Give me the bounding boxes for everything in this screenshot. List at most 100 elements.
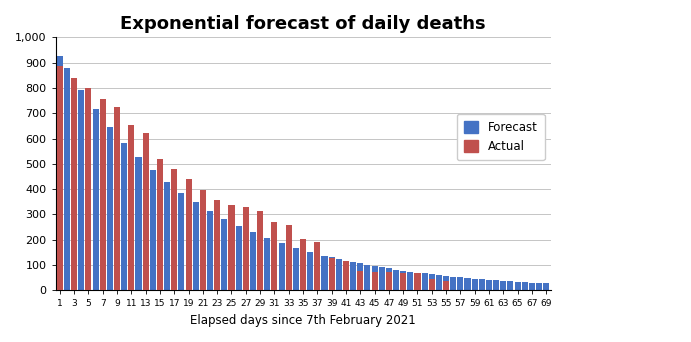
Bar [457, 277, 464, 290]
Bar [236, 226, 242, 290]
Bar [129, 150, 134, 290]
Bar [93, 109, 99, 290]
Legend: Forecast, Actual: Forecast, Actual [457, 114, 545, 160]
Bar [221, 219, 227, 290]
Bar [71, 78, 77, 290]
Bar [100, 99, 106, 290]
Bar [214, 215, 220, 290]
Bar [185, 198, 191, 290]
Bar [272, 222, 278, 290]
Bar [193, 202, 199, 290]
Bar [329, 257, 334, 290]
Bar [415, 274, 421, 290]
Bar [129, 124, 134, 290]
Bar [272, 240, 278, 290]
Bar [100, 118, 106, 290]
Bar [307, 252, 313, 290]
Bar [200, 207, 206, 290]
Bar [314, 242, 321, 290]
Bar [407, 272, 413, 290]
Bar [229, 205, 234, 290]
Bar [357, 263, 363, 290]
Bar [536, 283, 542, 290]
Bar [300, 239, 306, 290]
Bar [529, 282, 535, 290]
Bar [400, 273, 406, 290]
Bar [86, 100, 91, 290]
X-axis label: Elapsed days since 7th February 2021: Elapsed days since 7th February 2021 [190, 314, 416, 327]
Bar [379, 267, 385, 290]
Bar [142, 133, 149, 290]
Bar [114, 135, 120, 290]
Bar [543, 283, 549, 290]
Bar [436, 275, 442, 290]
Bar [71, 79, 77, 290]
Bar [86, 88, 91, 290]
Bar [200, 190, 206, 290]
Bar [278, 243, 285, 290]
Bar [507, 281, 513, 290]
Bar [522, 282, 528, 290]
Bar [372, 272, 377, 290]
Bar [171, 188, 178, 290]
Bar [364, 265, 370, 290]
Bar [500, 281, 507, 290]
Bar [443, 276, 449, 290]
Bar [314, 254, 321, 290]
Bar [142, 164, 149, 290]
Bar [285, 245, 292, 290]
Bar [250, 232, 256, 290]
Bar [257, 211, 263, 290]
Title: Exponential forecast of daily deaths: Exponential forecast of daily deaths [120, 15, 486, 33]
Bar [157, 176, 163, 290]
Bar [257, 235, 263, 290]
Bar [285, 225, 292, 290]
Bar [386, 273, 392, 290]
Bar [400, 271, 406, 290]
Bar [300, 250, 306, 290]
Bar [293, 248, 299, 290]
Bar [243, 207, 249, 290]
Bar [415, 273, 421, 290]
Bar [57, 56, 63, 290]
Bar [343, 261, 349, 290]
Bar [207, 211, 213, 290]
Bar [422, 273, 428, 290]
Bar [185, 179, 191, 290]
Bar [214, 200, 220, 290]
Bar [479, 279, 485, 290]
Bar [229, 222, 234, 290]
Bar [135, 157, 142, 290]
Bar [386, 268, 392, 290]
Bar [164, 182, 170, 290]
Bar [121, 143, 127, 290]
Bar [393, 269, 399, 290]
Bar [350, 262, 356, 290]
Bar [486, 280, 492, 290]
Bar [57, 66, 63, 290]
Bar [114, 107, 120, 290]
Bar [178, 193, 184, 290]
Bar [428, 279, 435, 290]
Bar [150, 170, 156, 290]
Bar [464, 278, 471, 290]
Bar [451, 277, 456, 290]
Bar [515, 282, 520, 290]
Bar [472, 279, 477, 290]
Bar [329, 258, 334, 290]
Bar [443, 281, 449, 290]
Bar [372, 266, 377, 290]
Bar [64, 68, 70, 290]
Bar [336, 259, 342, 290]
Bar [157, 159, 163, 290]
Bar [243, 229, 249, 290]
Bar [78, 90, 84, 290]
Bar [321, 255, 328, 290]
Bar [357, 272, 363, 290]
Bar [171, 169, 178, 290]
Bar [343, 261, 349, 290]
Bar [107, 127, 113, 290]
Bar [493, 280, 499, 290]
Bar [264, 238, 270, 290]
Bar [428, 274, 435, 290]
